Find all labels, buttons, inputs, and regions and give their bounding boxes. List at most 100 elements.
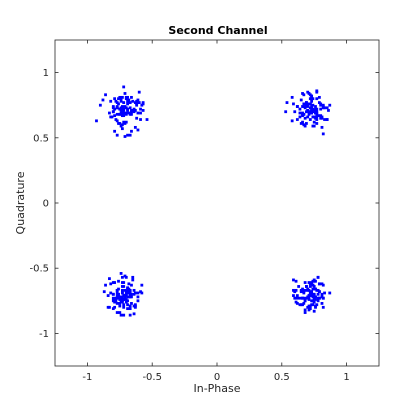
data-point xyxy=(314,304,317,308)
data-point xyxy=(308,118,312,121)
data-point xyxy=(305,122,308,125)
data-point xyxy=(294,279,298,283)
data-point xyxy=(317,296,321,300)
data-point xyxy=(306,287,310,291)
data-point xyxy=(321,132,325,136)
data-point xyxy=(130,302,133,305)
cluster-upper-left xyxy=(95,85,149,138)
data-point xyxy=(308,285,312,288)
data-point xyxy=(136,128,140,132)
data-point xyxy=(135,103,139,107)
data-point xyxy=(290,95,294,99)
data-point xyxy=(305,285,308,288)
data-point xyxy=(141,102,145,106)
data-point xyxy=(303,106,307,110)
data-point xyxy=(302,302,306,305)
data-point xyxy=(117,279,120,283)
y-axis-label: Quadrature xyxy=(14,171,27,234)
data-point xyxy=(120,291,124,295)
data-point xyxy=(131,278,135,282)
data-point xyxy=(124,275,128,279)
data-point xyxy=(145,118,149,121)
data-point xyxy=(136,111,140,115)
data-point xyxy=(119,111,123,115)
data-point xyxy=(299,122,303,125)
data-point xyxy=(316,288,320,292)
data-point xyxy=(306,105,310,108)
data-point xyxy=(122,303,126,307)
data-point xyxy=(126,133,129,137)
data-point xyxy=(128,304,132,308)
data-point xyxy=(132,292,136,296)
data-point xyxy=(140,283,144,287)
data-point xyxy=(303,116,307,120)
data-point xyxy=(126,102,129,106)
data-point xyxy=(312,294,316,297)
data-point xyxy=(123,296,127,300)
data-point xyxy=(306,115,310,119)
data-point xyxy=(325,118,329,121)
data-point xyxy=(113,129,117,133)
data-point xyxy=(118,302,122,305)
data-point xyxy=(132,312,136,316)
data-point xyxy=(314,111,317,115)
data-point xyxy=(307,298,311,301)
data-point xyxy=(126,295,129,299)
x-axis-label: In-Phase xyxy=(193,382,240,395)
data-point xyxy=(115,302,119,305)
data-point xyxy=(319,107,323,111)
data-point xyxy=(124,97,128,101)
data-point xyxy=(307,112,311,116)
data-point xyxy=(95,119,98,123)
data-point xyxy=(292,102,295,106)
data-point xyxy=(321,105,325,108)
data-point xyxy=(319,103,323,107)
data-point xyxy=(310,94,314,98)
data-point xyxy=(115,133,119,137)
data-point xyxy=(327,109,330,112)
data-point xyxy=(120,285,124,288)
data-point xyxy=(104,283,107,287)
data-point xyxy=(139,290,142,294)
data-point xyxy=(316,114,320,118)
data-point xyxy=(113,107,117,111)
data-point xyxy=(119,313,123,317)
x-tick-label: 0 xyxy=(214,372,220,383)
data-point xyxy=(312,115,316,119)
data-point xyxy=(321,305,325,309)
data-point xyxy=(323,291,326,295)
data-point xyxy=(298,303,302,307)
data-point xyxy=(113,97,117,101)
y-tick-label: 0.5 xyxy=(33,133,49,144)
data-point xyxy=(126,99,129,103)
data-point xyxy=(292,294,295,297)
data-point xyxy=(316,299,320,303)
data-point xyxy=(297,285,301,288)
data-point xyxy=(303,299,307,303)
data-point xyxy=(310,99,314,103)
data-point xyxy=(295,302,299,305)
data-point xyxy=(305,101,308,104)
data-point xyxy=(295,118,299,121)
data-point xyxy=(312,285,316,288)
y-tick-label: 0 xyxy=(43,199,49,210)
data-point xyxy=(115,119,119,123)
data-point xyxy=(315,122,319,125)
data-point xyxy=(127,111,131,115)
data-point xyxy=(128,101,132,104)
data-point xyxy=(111,292,115,296)
data-point xyxy=(98,103,102,107)
data-point xyxy=(128,307,132,311)
data-point xyxy=(132,304,136,308)
data-point xyxy=(310,303,314,307)
data-point xyxy=(120,275,124,279)
data-point xyxy=(311,124,315,128)
data-point xyxy=(315,90,319,94)
data-point xyxy=(308,97,312,101)
data-point xyxy=(308,292,312,296)
data-point xyxy=(111,299,115,303)
data-point xyxy=(299,288,303,292)
data-point xyxy=(321,296,325,300)
data-point xyxy=(136,299,140,303)
data-point xyxy=(301,92,304,95)
